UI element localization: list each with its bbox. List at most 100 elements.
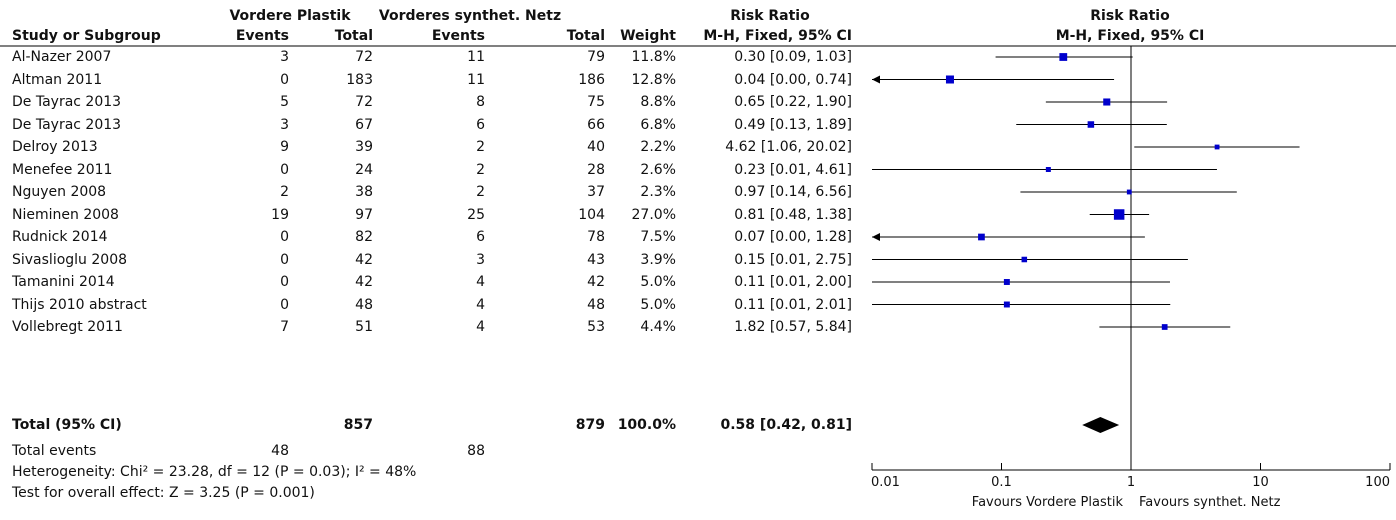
point-estimate-marker xyxy=(1021,256,1028,263)
study-name-cell: Rudnick 2014 xyxy=(12,229,108,245)
study-name-cell: Altman 2011 xyxy=(12,71,103,88)
study-name-cell: Tamanini 2014 xyxy=(12,274,115,290)
study-weight-cell: 27.0% xyxy=(631,206,676,223)
x-tick-label: 0.1 xyxy=(991,475,1012,490)
rr-top-header: Risk Ratio xyxy=(730,8,810,24)
group1-header: Vordere Plastik xyxy=(229,8,351,24)
study-n1-cell: 39 xyxy=(355,139,373,155)
rr-method-header: M-H, Fixed, 95% CI xyxy=(703,28,852,44)
study-e2-cell: 2 xyxy=(476,184,485,200)
study-ci-cell: 1.82 [0.57, 5.84] xyxy=(734,319,852,335)
events2-header: Events xyxy=(431,28,485,44)
total-n1: 857 xyxy=(343,417,373,433)
overall-effect-text: Test for overall effect: Z = 3.25 (P = 0… xyxy=(12,485,315,501)
study-weight-cell: 4.4% xyxy=(640,319,676,335)
study-e2-cell: 2 xyxy=(476,139,485,155)
point-estimate-marker xyxy=(945,75,954,84)
total-events-e2: 88 xyxy=(467,443,485,459)
study-e2-cell: 2 xyxy=(476,161,485,178)
study-e1-cell: 2 xyxy=(280,184,289,200)
study-name-cell: Nieminen 2008 xyxy=(12,206,119,223)
study-weight-cell: 2.6% xyxy=(640,161,676,178)
favours-right-label: Favours synthet. Netz xyxy=(1139,495,1281,510)
study-weight-cell: 2.2% xyxy=(640,139,676,155)
study-weight-cell: 5.0% xyxy=(640,274,676,290)
ci-arrow-left xyxy=(872,233,880,241)
study-e1-cell: 7 xyxy=(280,319,289,335)
heterogeneity-text: Heterogeneity: Chi² = 23.28, df = 12 (P … xyxy=(12,464,417,480)
point-estimate-marker xyxy=(1087,121,1095,128)
study-e1-cell: 5 xyxy=(280,94,289,110)
study-ci-cell: 0.97 [0.14, 6.56] xyxy=(734,184,852,200)
study-n2-cell: 78 xyxy=(587,229,605,245)
x-tick-label: 0.01 xyxy=(871,475,900,490)
study-n1-cell: 51 xyxy=(355,319,373,335)
study-ci-cell: 0.07 [0.00, 1.28] xyxy=(734,229,852,245)
study-name-cell: Menefee 2011 xyxy=(12,161,113,178)
study-name-cell: Nguyen 2008 xyxy=(12,184,107,200)
study-name-cell: De Tayrac 2013 xyxy=(12,94,122,110)
x-tick-label: 100 xyxy=(1365,475,1390,490)
study-n2-cell: 66 xyxy=(587,116,605,133)
study-weight-cell: 6.8% xyxy=(640,116,676,133)
study-n1-cell: 72 xyxy=(355,49,373,65)
study-e1-cell: 0 xyxy=(280,296,289,313)
point-estimate-marker xyxy=(1059,53,1068,61)
study-ci-cell: 0.81 [0.48, 1.38] xyxy=(734,206,852,223)
study-name-cell: Sivaslioglu 2008 xyxy=(12,251,128,268)
study-e2-cell: 3 xyxy=(476,251,485,268)
study-name-cell: Delroy 2013 xyxy=(12,139,98,155)
total-events-e1: 48 xyxy=(271,443,289,459)
study-e2-cell: 4 xyxy=(476,274,485,290)
study-n2-cell: 42 xyxy=(587,274,605,290)
study-ci-cell: 0.15 [0.01, 2.75] xyxy=(734,251,852,268)
study-e1-cell: 0 xyxy=(280,71,289,88)
study-ci-cell: 0.23 [0.01, 4.61] xyxy=(734,161,852,178)
study-weight-cell: 8.8% xyxy=(640,94,676,110)
study-e2-cell: 8 xyxy=(476,94,485,110)
study-weight-cell: 7.5% xyxy=(640,229,676,245)
point-estimate-marker xyxy=(1003,301,1010,308)
total-weight: 100.0% xyxy=(617,417,676,433)
study-name-cell: Thijs 2010 abstract xyxy=(12,296,147,313)
point-estimate-marker xyxy=(1003,279,1010,285)
study-e2-cell: 11 xyxy=(467,49,485,65)
study-n2-cell: 37 xyxy=(587,184,605,200)
study-weight-cell: 2.3% xyxy=(640,184,676,200)
forest-table: Vordere Plastik Vorderes synthet. Netz R… xyxy=(12,8,852,501)
study-ci-cell: 0.30 [0.09, 1.03] xyxy=(734,49,852,65)
study-ci-cell: 0.11 [0.01, 2.01] xyxy=(734,296,852,313)
point-estimate-marker xyxy=(978,233,985,241)
study-n2-cell: 104 xyxy=(578,206,605,223)
plot-top-header: Risk Ratio xyxy=(1090,8,1170,24)
study-weight-cell: 5.0% xyxy=(640,296,676,313)
study-e1-cell: 0 xyxy=(280,274,289,290)
study-ci-cell: 0.11 [0.01, 2.00] xyxy=(734,274,852,290)
study-n2-cell: 75 xyxy=(587,94,605,110)
favours-left-label: Favours Vordere Plastik xyxy=(972,495,1124,510)
point-estimate-marker xyxy=(1103,98,1111,106)
point-estimate-marker xyxy=(1113,209,1125,220)
total1-header: Total xyxy=(334,28,373,44)
study-weight-cell: 11.8% xyxy=(631,49,676,65)
study-n2-cell: 48 xyxy=(587,296,605,313)
study-e1-cell: 19 xyxy=(271,206,289,223)
study-n1-cell: 48 xyxy=(355,296,373,313)
study-e2-cell: 25 xyxy=(467,206,485,223)
point-estimate-marker xyxy=(1214,144,1220,150)
weight-header: Weight xyxy=(620,28,676,44)
study-e2-cell: 6 xyxy=(476,229,485,245)
point-estimate-marker xyxy=(1161,324,1168,330)
study-ci-cell: 0.65 [0.22, 1.90] xyxy=(734,94,852,110)
pooled-diamond xyxy=(1082,417,1120,433)
study-ci-cell: 4.62 [1.06, 20.02] xyxy=(725,139,852,155)
events1-header: Events xyxy=(235,28,289,44)
study-n1-cell: 183 xyxy=(346,71,373,88)
study-e1-cell: 0 xyxy=(280,161,289,178)
x-tick-label: 1 xyxy=(1127,475,1135,490)
study-e1-cell: 3 xyxy=(280,49,289,65)
study-header: Study or Subgroup xyxy=(12,28,161,44)
study-e2-cell: 6 xyxy=(476,116,485,133)
total-label: Total (95% CI) xyxy=(12,417,122,433)
ci-arrow-left xyxy=(872,75,880,84)
